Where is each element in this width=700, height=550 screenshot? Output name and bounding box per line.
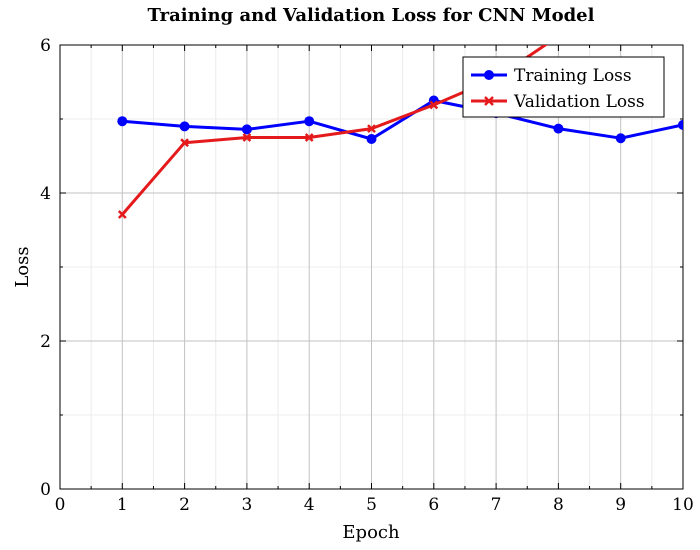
- legend: Training Loss Validation Loss: [462, 56, 665, 118]
- data-point: [180, 138, 189, 148]
- x-axis-label: Epoch: [342, 522, 400, 543]
- series-training-loss: [117, 95, 683, 144]
- x-tick-label: 10: [672, 495, 694, 515]
- data-point: [429, 100, 439, 110]
- data-point: [304, 133, 314, 142]
- chart-title: Training and Validation Loss for CNN Mod…: [148, 5, 595, 26]
- x-tick-label: 6: [428, 495, 439, 515]
- x-tick-label: 7: [491, 495, 502, 515]
- ticks: [59, 44, 684, 490]
- data-point: [179, 121, 190, 132]
- y-tick-label: 4: [40, 184, 51, 204]
- x-tick-label: 3: [241, 495, 252, 515]
- data-point: [241, 124, 252, 135]
- legend-item-training: Training Loss: [471, 66, 632, 86]
- x-tick-label: 8: [553, 495, 564, 515]
- x-tick-labels: 0 1 2 3 4 5 6 7 8 9 10: [55, 495, 694, 515]
- x-tick-label: 5: [366, 495, 377, 515]
- y-tick-labels: 0 2 4 6: [40, 36, 51, 500]
- x-tick-label: 4: [304, 495, 315, 515]
- series-line-training-loss: [122, 99, 683, 141]
- legend-item-validation: Validation Loss: [471, 92, 645, 112]
- x-tick-label: 0: [55, 495, 66, 515]
- data-point: [242, 133, 252, 142]
- x-tick-label: 1: [117, 495, 128, 515]
- x-tick-label: 9: [615, 495, 626, 515]
- x-tick-label: 2: [179, 495, 190, 515]
- data-point: [367, 124, 376, 134]
- data-point: [555, 33, 562, 40]
- data-point: [678, 119, 683, 130]
- legend-label-training: Training Loss: [514, 66, 632, 86]
- data-point: [553, 123, 564, 134]
- data-point: [366, 133, 377, 144]
- legend-marker-validation: [484, 96, 494, 106]
- y-tick-label: 2: [40, 332, 51, 352]
- y-axis-label: Loss: [12, 246, 33, 287]
- legend-marker-training: [484, 70, 494, 80]
- data-point: [615, 133, 626, 144]
- y-tick-label: 6: [40, 36, 51, 56]
- y-tick-label: 0: [40, 480, 51, 500]
- data-point: [304, 116, 315, 127]
- data-point: [117, 210, 127, 219]
- legend-box: [462, 56, 665, 118]
- legend-label-validation: Validation Loss: [513, 92, 645, 112]
- data-point: [117, 116, 128, 127]
